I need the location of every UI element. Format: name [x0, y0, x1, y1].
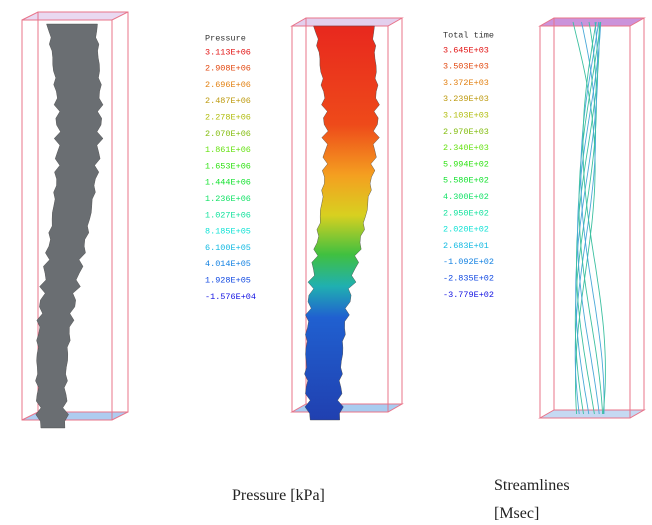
legend-entry: 1.653E+06: [205, 161, 251, 171]
legend-entry: 1.236E+06: [205, 194, 251, 204]
time-legend: 3.645E+03 3.503E+03 3.372E+03 3.239E+03 3.10…: [443, 45, 494, 300]
legend-entry: -1.092E+02: [443, 257, 494, 267]
box-top: [540, 18, 644, 26]
caption: Pressure [kPa]: [232, 487, 325, 504]
legend-entry: 2.950E+02: [443, 208, 489, 218]
legend-entry: 2.487E+06: [205, 96, 251, 106]
legend-entry: 8.185E+05: [205, 227, 251, 237]
legend-entry: 3.372E+03: [443, 78, 489, 88]
legend-entry: 3.503E+03: [443, 62, 489, 72]
legend-entry: 2.683E+01: [443, 241, 489, 251]
legend-entry: 3.113E+06: [205, 47, 251, 57]
legend-entry: 2.696E+06: [205, 80, 251, 90]
legend-entry: -1.576E+04: [205, 292, 256, 302]
legend-entry: 4.014E+05: [205, 259, 251, 269]
caption: Streamlines: [494, 477, 570, 494]
legend-entry: 6.100E+05: [205, 243, 251, 253]
legend-entry: 5.580E+02: [443, 176, 489, 186]
legend-entry: 2.908E+06: [205, 64, 251, 74]
legend-entry: 1.444E+06: [205, 178, 251, 188]
legend-entry: 2.970E+03: [443, 127, 489, 137]
legend-entry: 3.103E+03: [443, 110, 489, 120]
legend-entry: 1.928E+05: [205, 275, 251, 285]
renderings: [36, 22, 606, 428]
legend-entry: 1.861E+06: [205, 145, 251, 155]
legend-entry: 4.300E+02: [443, 192, 489, 202]
legend-entry: 2.340E+03: [443, 143, 489, 153]
legend-entry: 2.070E+06: [205, 129, 251, 139]
pressure-legend: 3.113E+06 2.908E+06 2.696E+06 2.487E+06 2.27…: [205, 47, 256, 302]
legend-entry: 2.278E+06: [205, 112, 251, 122]
figure-canvas: Pressure Total time 3.113E+06 2.908E+06 2.…: [0, 0, 652, 525]
caption: [Msec]: [494, 505, 539, 522]
flow-column: [36, 24, 104, 428]
legend-entry: -2.835E+02: [443, 273, 494, 283]
legend-entry: 3.239E+03: [443, 94, 489, 104]
legend-title: Pressure: [205, 33, 246, 43]
legend-entry: 3.645E+03: [443, 45, 489, 55]
legend-entry: 2.020E+02: [443, 225, 489, 235]
legend-entry: 5.994E+02: [443, 159, 489, 169]
legend-entry: 1.027E+06: [205, 210, 251, 220]
figure: Pressure Total time 3.113E+06 2.908E+06 2.…: [0, 0, 652, 525]
legend-entry: -3.779E+02: [443, 290, 494, 300]
box-bottom: [540, 410, 644, 418]
pressure-column: [305, 26, 380, 420]
box-top: [292, 18, 402, 26]
legend-title: Total time: [443, 30, 494, 40]
